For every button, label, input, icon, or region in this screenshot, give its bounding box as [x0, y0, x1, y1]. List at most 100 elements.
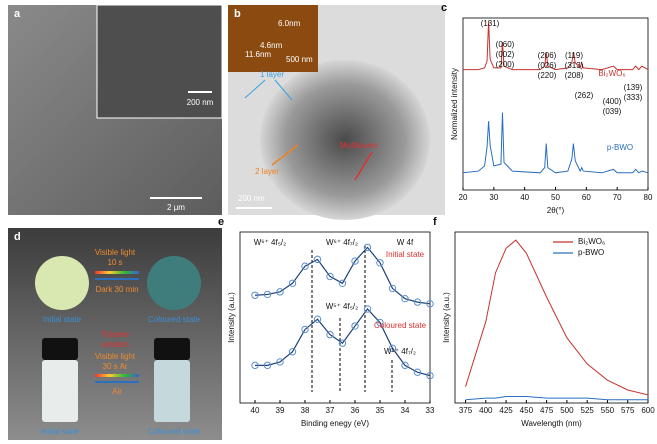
data-point — [313, 315, 322, 323]
vial-cap — [42, 338, 78, 360]
x-tick-label: 39 — [276, 406, 285, 415]
afm-height: 6.0nm — [278, 19, 301, 28]
data-point — [326, 330, 334, 339]
scale-text: 200 nm — [187, 98, 214, 107]
annotation: Coloured state — [374, 321, 427, 330]
data-point — [276, 288, 284, 296]
x-tick-label: 375 — [459, 406, 473, 415]
data-point — [376, 318, 384, 327]
annotation: (060) — [496, 40, 515, 49]
condition: 30 s Ar — [103, 362, 128, 371]
annotation: (400) — [603, 97, 622, 106]
x-tick-label: 37 — [326, 406, 335, 415]
afm-inset — [228, 5, 318, 72]
x-tick-label: 40 — [520, 193, 529, 202]
film-coloured — [147, 256, 201, 310]
arrow — [95, 271, 139, 274]
annotation: (313) — [565, 61, 584, 70]
data-point — [251, 361, 259, 370]
series-line — [465, 239, 649, 396]
x-tick-label: 425 — [499, 406, 513, 415]
x-tick-label: 400 — [479, 406, 493, 415]
data-point — [313, 255, 322, 264]
condition: Visible light — [95, 352, 136, 361]
y-axis-label: Intensity (a.u.) — [227, 292, 236, 343]
panel-label: e — [218, 216, 224, 228]
x-tick-label: 33 — [426, 406, 435, 415]
x-tick-label: 525 — [581, 406, 595, 415]
data-point — [363, 305, 372, 313]
condition: Dark 30 min — [95, 285, 138, 294]
arrow — [271, 144, 299, 166]
series-line — [465, 395, 648, 401]
panel-label: d — [14, 231, 21, 243]
layer-label: 2 layer — [255, 167, 279, 176]
vial-cap — [154, 338, 190, 360]
annotation: (206) — [538, 51, 557, 60]
condition: solution — [101, 340, 129, 349]
y-axis-label: Intensity (a.u.) — [442, 292, 451, 343]
data-point — [376, 259, 384, 267]
data-point — [288, 279, 297, 287]
condition: Toluene — [101, 330, 130, 339]
x-axis-label: 2θ(°) — [547, 206, 565, 215]
x-tick-label: 475 — [540, 406, 554, 415]
x-tick-label: 500 — [560, 406, 574, 415]
scale-text: 200 nm — [238, 194, 265, 203]
annotation: (139) — [624, 83, 643, 92]
annotation: (262) — [575, 91, 594, 100]
data-point — [276, 358, 284, 366]
sem-inset — [96, 4, 223, 119]
annotation: (131) — [481, 19, 500, 28]
afm-height: 4.6nm — [260, 41, 283, 50]
afm-height: 11.6nm — [245, 50, 271, 59]
data-point — [426, 300, 434, 308]
legend-label: Bi₂WO₆ — [578, 237, 605, 246]
guides — [311, 245, 393, 392]
panel-label: b — [234, 8, 241, 20]
vial-initial — [42, 360, 78, 422]
state: Initial state — [43, 315, 82, 324]
x-tick-label: 575 — [621, 406, 635, 415]
annotation: (026) — [538, 61, 557, 70]
film-initial — [35, 256, 89, 310]
x-tick-label: 550 — [601, 406, 615, 415]
data-point — [351, 257, 359, 265]
plot-frame — [454, 231, 649, 404]
x-axis-label: Wavelength (nm) — [521, 419, 582, 428]
data-point — [401, 294, 409, 303]
panel-label: c — [441, 2, 447, 14]
y-axis-label: Normalized intensity — [450, 68, 459, 140]
series-line — [462, 112, 649, 174]
data-point — [288, 348, 297, 356]
data-point — [251, 291, 259, 299]
x-tick-label: 450 — [520, 406, 534, 415]
annotation: (220) — [538, 71, 557, 80]
annotation: p-BWO — [607, 143, 633, 152]
legend-label: p-BWO — [578, 248, 604, 257]
arrow — [95, 374, 139, 377]
panel-b: b 6.0nm 4.6nm 11.6nm 500 nm 1 layer 2 la… — [228, 5, 445, 220]
data-point — [301, 325, 309, 334]
state: Initial state — [41, 427, 80, 436]
panel-label: a — [14, 8, 21, 20]
scale-text: 500 nm — [286, 55, 313, 64]
scale-text: 2 μm — [167, 203, 185, 212]
x-axis-label: Binding enegy (eV) — [301, 419, 369, 428]
annotation: (200) — [496, 60, 515, 69]
data-point — [388, 344, 397, 352]
x-tick-label: 50 — [551, 193, 560, 202]
panel-label: f — [433, 216, 437, 228]
data-point — [413, 368, 422, 376]
panel-d: d Visible light 10 s Dark 30 min Initial… — [8, 228, 222, 440]
data-point — [351, 322, 359, 330]
layer-label: Multilayers — [340, 141, 378, 150]
x-tick-label: 80 — [644, 193, 653, 202]
x-tick-label: 30 — [489, 193, 498, 202]
panel-a: a 200 nm 2 μm — [8, 4, 223, 215]
fit-line — [254, 246, 431, 305]
fit-line — [255, 308, 431, 377]
arrow — [354, 151, 373, 181]
data-point — [338, 339, 347, 347]
arrow — [244, 79, 266, 99]
